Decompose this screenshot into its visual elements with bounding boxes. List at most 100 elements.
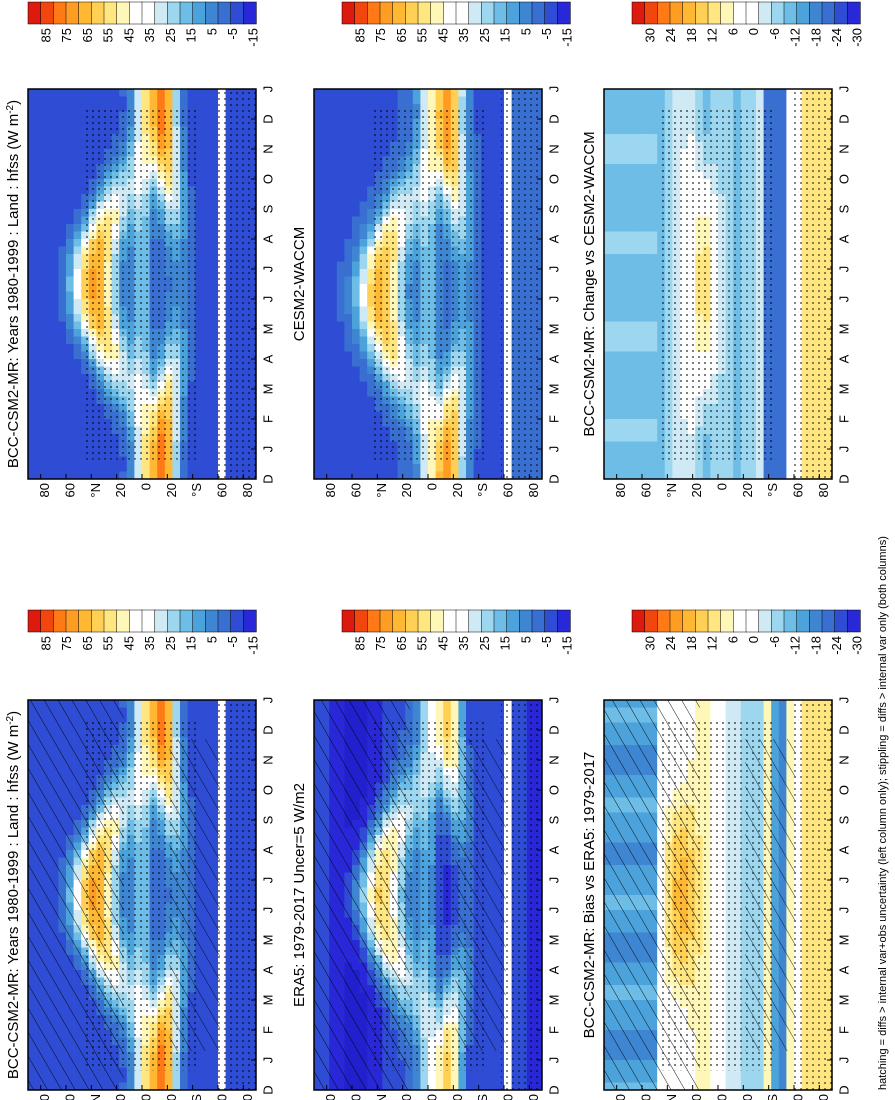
colorbar-swatch bbox=[544, 1, 558, 25]
month-tick-label: S bbox=[837, 815, 852, 824]
colorbar: 85 75 65 55 45 35 25 15 5 -5 -15 bbox=[27, 609, 261, 655]
colorbar-label: 25 bbox=[163, 28, 178, 42]
month-tick-label: M bbox=[837, 384, 852, 395]
lat-tick-label: °S bbox=[189, 1094, 204, 1100]
heatmap-p21 bbox=[314, 700, 542, 1090]
panel-p31: 80 60 °N 20 0 20 °S 60 80 D J F M A M J J A S O N D J BCC-CSM2-… bbox=[581, 697, 852, 1100]
colorbar-swatch bbox=[531, 609, 546, 633]
month-tick-label: A bbox=[547, 234, 562, 243]
lat-tick-label: 60 bbox=[639, 483, 654, 497]
month-tick-label: A bbox=[261, 234, 276, 243]
month-tick-label: D bbox=[837, 725, 852, 734]
lat-tick-label: 80 bbox=[816, 483, 831, 497]
month-tick-label: J bbox=[261, 446, 276, 453]
colorbar-label: -18 bbox=[808, 28, 823, 47]
colorbar-swatch bbox=[341, 1, 356, 25]
month-tick-label: D bbox=[837, 1085, 852, 1094]
colorbar-label: 75 bbox=[373, 636, 388, 650]
colorbar-swatch bbox=[493, 609, 508, 633]
colorbar-swatch bbox=[771, 1, 785, 25]
panel-title: BCC-CSM2-MR: Years 1980-1999 : Land : hf… bbox=[5, 100, 23, 468]
month-tick-label: J bbox=[261, 1057, 276, 1064]
colorbar-label: 75 bbox=[373, 28, 388, 42]
colorbar-label: -30 bbox=[850, 28, 865, 47]
lat-tick-label: °S bbox=[765, 483, 780, 497]
lat-tick-label: 20 bbox=[399, 1094, 414, 1100]
month-tick-label: J bbox=[261, 296, 276, 303]
colorbar-label: 65 bbox=[80, 28, 95, 42]
lat-tick-label: 20 bbox=[450, 483, 465, 497]
colorbar-label: 5 bbox=[518, 636, 533, 643]
colorbar-swatch bbox=[557, 1, 571, 25]
panel-p32: 80 60 °N 20 0 20 °S 60 80 D J F M A M J J A S O N D J BCC-CSM2-… bbox=[581, 86, 852, 498]
colorbar-label: -15 bbox=[246, 636, 261, 655]
month-tick-label: A bbox=[547, 965, 562, 974]
colorbar-swatch bbox=[417, 1, 432, 25]
month-tick-label: S bbox=[261, 815, 276, 824]
month-tick-label: M bbox=[261, 324, 276, 335]
lat-tick-label: 20 bbox=[689, 1094, 704, 1100]
colorbar-swatch bbox=[91, 609, 105, 633]
colorbar-swatch bbox=[78, 1, 92, 25]
colorbar-label: -30 bbox=[850, 636, 865, 655]
panel-p21: 80 60 °N 20 0 20 °S 60 80 D J F M A M J J A S O N D J ERA5: 197… bbox=[291, 697, 562, 1100]
colorbar-swatch bbox=[91, 1, 105, 25]
colorbar-label: 35 bbox=[142, 28, 157, 42]
month-tick-label: N bbox=[547, 755, 562, 764]
month-tick-label: J bbox=[547, 1057, 562, 1064]
month-tick-label: J bbox=[547, 907, 562, 914]
colorbar-swatch bbox=[745, 1, 760, 25]
heatmap-p22 bbox=[314, 89, 542, 479]
month-tick-label: N bbox=[547, 144, 562, 153]
lat-tick-label: 60 bbox=[791, 1094, 806, 1100]
month-tick-label: J bbox=[547, 296, 562, 303]
month-tick-label: N bbox=[261, 144, 276, 153]
colorbar-swatch bbox=[758, 1, 772, 25]
lat-tick-label: 0 bbox=[715, 483, 730, 490]
colorbar-label: 65 bbox=[80, 636, 95, 650]
lat-tick-label: 80 bbox=[816, 1094, 831, 1100]
colorbar-swatch bbox=[230, 1, 244, 25]
colorbar-swatch bbox=[430, 1, 444, 25]
colorbar-swatch bbox=[167, 1, 181, 25]
lat-tick-label: 20 bbox=[113, 483, 128, 497]
colorbar-swatch bbox=[493, 1, 508, 25]
month-tick-label: M bbox=[837, 935, 852, 946]
lat-tick-label: 60 bbox=[215, 1094, 230, 1100]
colorbar-swatch bbox=[53, 609, 67, 633]
lat-tick-label: °N bbox=[88, 1094, 103, 1100]
lat-tick-label: 80 bbox=[240, 1094, 255, 1100]
colorbar-swatch bbox=[847, 1, 861, 25]
month-tick-label: A bbox=[547, 354, 562, 363]
colorbar-swatch bbox=[154, 609, 168, 633]
panel-p22: 80 60 °N 20 0 20 °S 60 80 D J F M A M J J A S O N D J CESM2-WAC… bbox=[291, 86, 562, 498]
panel-p12: 80 60 °N 20 0 20 °S 60 80 D J F M A M J J A S O N D J BCC-CSM2-… bbox=[5, 86, 276, 498]
colorbar-swatch bbox=[796, 1, 810, 25]
month-tick-label: J bbox=[547, 86, 562, 93]
panels: 8060°N20020°S6080DJFMAMJJASONDJBCC-CSM2-… bbox=[5, 86, 852, 1100]
colorbar-swatch bbox=[771, 609, 785, 633]
month-tick-label: O bbox=[261, 785, 276, 795]
colorbar-label: -15 bbox=[560, 28, 575, 47]
colorbar-swatch bbox=[405, 1, 419, 25]
colorbar-swatch bbox=[141, 609, 156, 633]
lat-tick-label: 80 bbox=[323, 1094, 338, 1100]
month-tick-label: O bbox=[837, 174, 852, 184]
month-tick-label: D bbox=[547, 114, 562, 123]
month-tick-label: J bbox=[261, 266, 276, 273]
lat-tick-label: 60 bbox=[63, 1094, 78, 1100]
panel-title: BCC-CSM2-MR: Years 1980-1999 : Land : hf… bbox=[5, 711, 23, 1079]
colorbar-label: 25 bbox=[163, 636, 178, 650]
colorbar-swatch bbox=[707, 609, 722, 633]
colorbar: 30 24 18 12 6 0 -6 -12 -18 -24 -30 bbox=[631, 1, 865, 47]
lat-tick-label: 0 bbox=[139, 483, 154, 490]
lat-tick-label: 60 bbox=[791, 483, 806, 497]
colorbar-swatch bbox=[682, 1, 696, 25]
month-tick-label: O bbox=[547, 785, 562, 795]
month-tick-label: J bbox=[261, 86, 276, 93]
panel-title: BCC-CSM2-MR: Change vs CESM2-WACCM bbox=[581, 131, 598, 436]
colorbar-label: 85 bbox=[352, 28, 367, 42]
lat-tick-label: 80 bbox=[37, 483, 52, 497]
month-tick-label: D bbox=[547, 1085, 562, 1094]
colorbar-swatch bbox=[531, 1, 546, 25]
